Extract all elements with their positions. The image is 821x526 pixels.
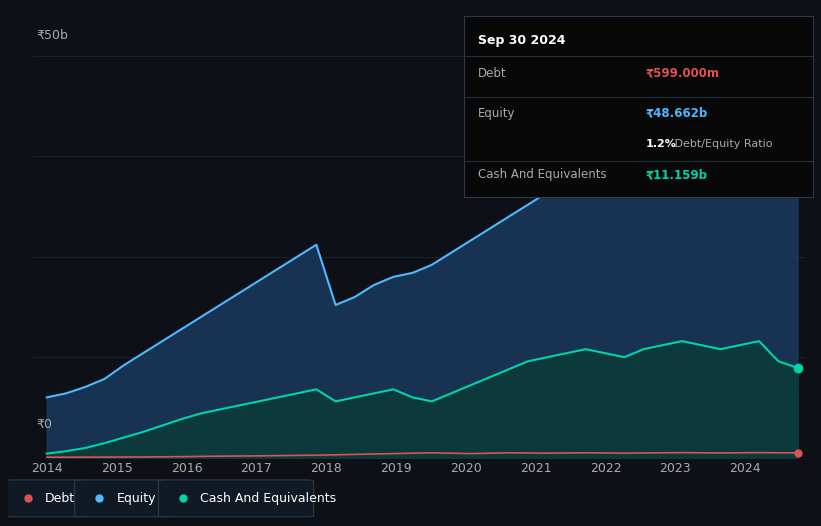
- Text: Debt: Debt: [478, 67, 507, 79]
- Text: ₹11.159b: ₹11.159b: [645, 168, 708, 181]
- Text: Sep 30 2024: Sep 30 2024: [478, 34, 566, 47]
- FancyBboxPatch shape: [75, 480, 171, 517]
- Text: Equity: Equity: [117, 492, 156, 505]
- Text: ₹50b: ₹50b: [37, 29, 69, 42]
- Text: ₹599.000m: ₹599.000m: [645, 67, 719, 79]
- Text: Equity: Equity: [478, 106, 516, 119]
- FancyBboxPatch shape: [158, 480, 314, 517]
- Text: Cash And Equivalents: Cash And Equivalents: [478, 168, 607, 181]
- Text: ₹48.662b: ₹48.662b: [645, 106, 708, 119]
- FancyBboxPatch shape: [3, 480, 87, 517]
- Text: Debt: Debt: [45, 492, 76, 505]
- Text: Debt/Equity Ratio: Debt/Equity Ratio: [672, 139, 773, 149]
- Text: 1.2%: 1.2%: [645, 139, 677, 149]
- Text: Cash And Equivalents: Cash And Equivalents: [200, 492, 337, 505]
- Text: ₹0: ₹0: [37, 418, 53, 431]
